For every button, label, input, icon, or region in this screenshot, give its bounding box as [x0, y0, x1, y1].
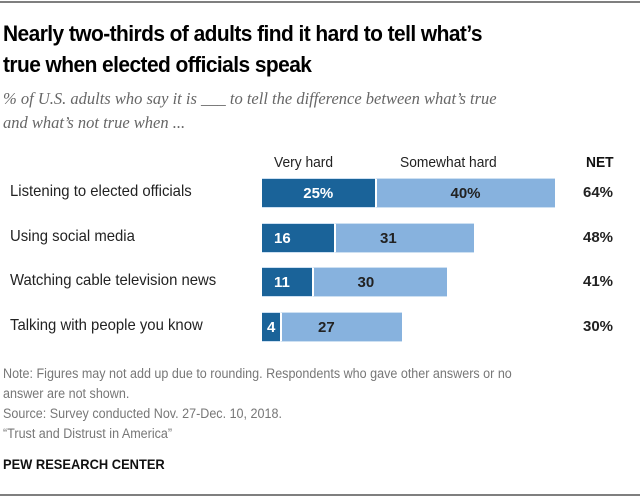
bar-very-hard: 4 [262, 311, 280, 342]
chart-subtitle-line-2: and what’s not true when ... [3, 113, 186, 132]
chart-title-line-1: Nearly two-thirds of adults find it hard… [3, 21, 482, 46]
bar-label-somewhat-hard: 40% [450, 185, 481, 202]
bottom-rule [0, 494, 640, 496]
category-label: Talking with people you know [10, 316, 203, 334]
bar-label-very-hard: 25% [303, 185, 334, 202]
top-rule [0, 1, 640, 3]
bar-very-hard: 11 [262, 267, 312, 297]
bar-label-very-hard: 11 [274, 274, 290, 291]
net-value: 64% [583, 184, 614, 201]
net-value: 48% [583, 228, 614, 246]
bar-somewhat-hard: 31 [334, 222, 474, 253]
legend-very-hard: Very hard [274, 154, 334, 171]
chart-title-line-2: true when elected officials speak [3, 52, 312, 77]
bar-somewhat-hard: 30 [311, 267, 447, 297]
bar-label-somewhat-hard: 27 [318, 318, 335, 336]
bar-somewhat-hard: 27 [280, 311, 402, 342]
note-line-1: Note: Figures may not add up due to roun… [3, 366, 512, 381]
net-header: NET [586, 154, 614, 171]
category-label: Listening to elected officials [10, 183, 192, 200]
legend-somewhat-hard: Somewhat hard [400, 154, 497, 171]
category-label: Using social media [10, 227, 135, 245]
chart-title: Nearly two-thirds of adults find it hard… [3, 18, 589, 80]
bar-somewhat-hard: 40% [374, 178, 555, 208]
bar-label-very-hard: 16 [274, 229, 291, 247]
note-line-2: answer are not shown. [3, 386, 130, 401]
source-note: Source: Survey conducted Nov. 27-Dec. 10… [3, 406, 282, 421]
category-label: Watching cable television news [10, 272, 217, 289]
bar-label-somewhat-hard: 30 [357, 274, 375, 291]
chart-subtitle: % of U.S. adults who say it is ___ to te… [3, 87, 640, 135]
bar-label-very-hard: 4 [267, 318, 276, 336]
report-title: “Trust and Distrust in America” [3, 426, 173, 441]
net-value: 41% [583, 273, 614, 290]
footer-notes: Note: Figures may not add up due to roun… [3, 364, 591, 444]
bar-very-hard: 25% [262, 178, 375, 208]
net-value: 30% [583, 317, 614, 335]
bar-label-somewhat-hard: 31 [380, 229, 397, 247]
pew-brand: PEW RESEARCH CENTER [3, 456, 165, 472]
chart-subtitle-line-1: % of U.S. adults who say it is ___ to te… [3, 89, 497, 108]
bar-very-hard: 16 [262, 222, 334, 253]
